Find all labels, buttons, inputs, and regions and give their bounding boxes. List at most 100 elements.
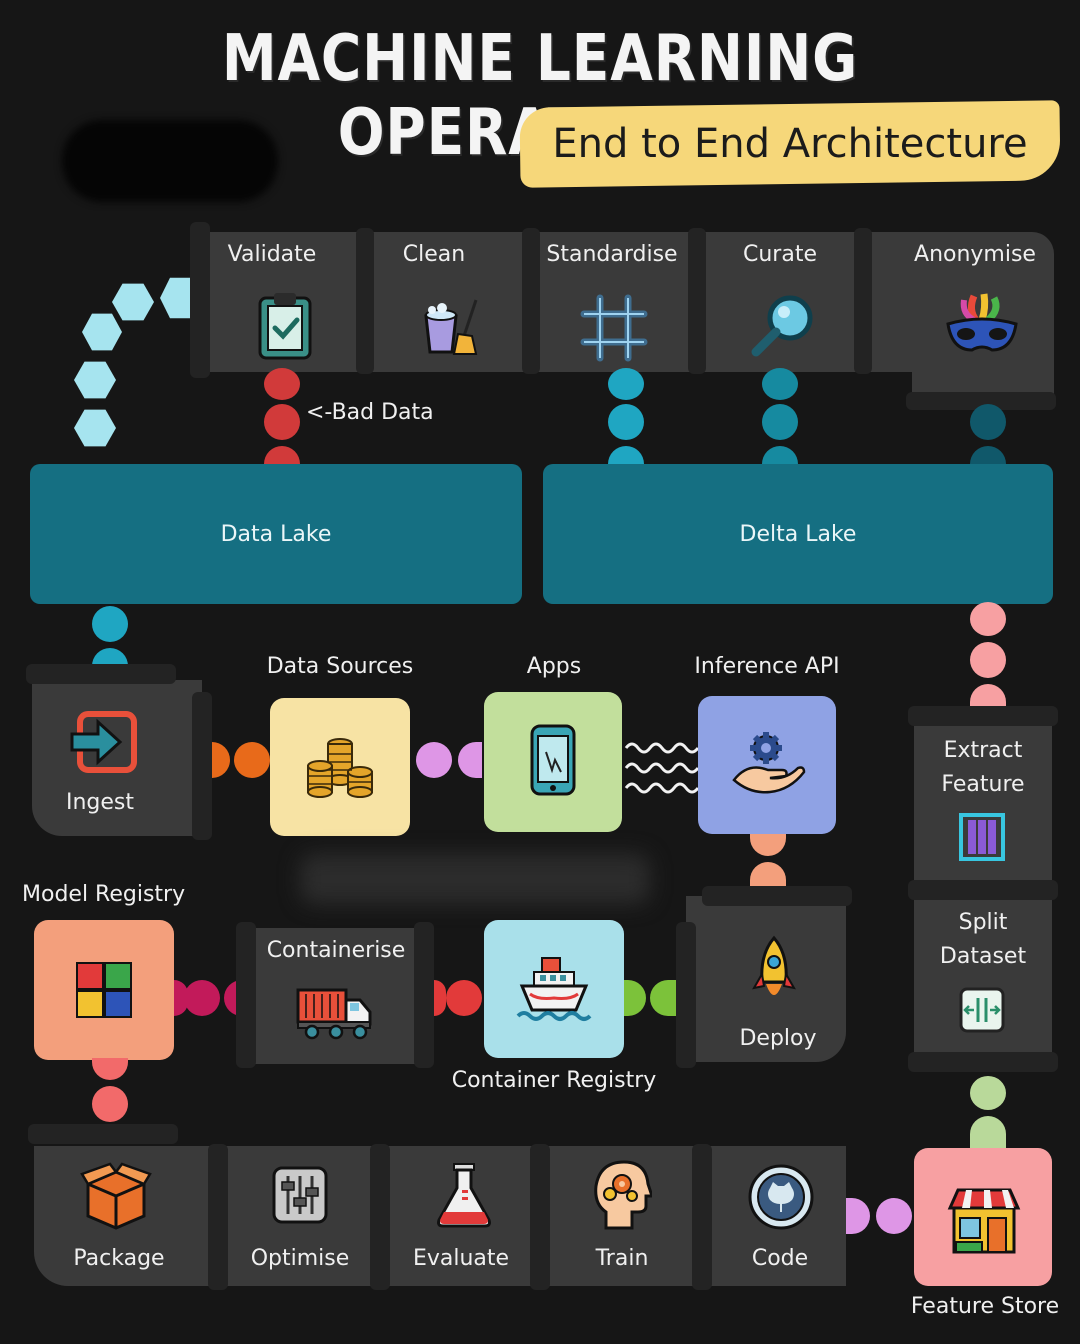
inference-api-label: Inference API [694, 654, 840, 679]
step-label-standardise: Standardise [546, 242, 678, 267]
split-arrows-icon [958, 986, 1006, 1034]
connector-dot [650, 980, 680, 1016]
hex-connector [74, 409, 116, 447]
extract-feature-label-2: Feature [941, 772, 1025, 797]
ingest-label: Ingest [65, 790, 135, 815]
connector-dot [92, 606, 128, 642]
connector-dot [416, 742, 452, 778]
connector-dot [212, 742, 230, 778]
track-separator [854, 228, 872, 374]
coins-icon [304, 732, 376, 802]
bad-data-label: <-Bad Data [306, 400, 434, 425]
split-dataset-label-1: Split [958, 910, 1008, 935]
color-blocks-icon [74, 960, 134, 1020]
connector-dot [234, 742, 270, 778]
bucket-mop-icon [420, 296, 482, 358]
connector-dot [750, 834, 786, 856]
track-separator [688, 228, 706, 374]
hex-connector [112, 283, 154, 321]
track-separator [702, 886, 852, 906]
track-separator [414, 922, 434, 1068]
connector-dot [608, 404, 644, 440]
track-separator [676, 922, 696, 1068]
page-subtitle: End to End Architecture [552, 121, 1028, 167]
step-label-curate: Curate [743, 242, 817, 267]
split-dataset-label-2: Dataset [939, 944, 1027, 969]
deploy-label: Deploy [739, 1026, 817, 1051]
track-separator [530, 1144, 550, 1290]
step-label-evaluate: Evaluate [412, 1246, 510, 1271]
container-truck-icon [296, 984, 372, 1040]
connector-dot [92, 648, 128, 668]
track-separator [908, 1052, 1058, 1072]
clipboard-check-icon [254, 290, 316, 362]
hand-gear-icon [730, 730, 806, 796]
connector-dot [264, 404, 300, 440]
connector-dot [750, 862, 786, 888]
container-registry-label: Container Registry [451, 1068, 657, 1093]
head-gears-icon [592, 1158, 652, 1232]
connector-dot [174, 980, 188, 1016]
track-separator [192, 692, 212, 840]
track-separator [908, 880, 1058, 900]
connector-dot [434, 980, 446, 1016]
data-sources-label: Data Sources [266, 654, 414, 679]
track-separator [906, 392, 1056, 410]
box-icon [80, 1162, 152, 1230]
track-separator [908, 706, 1058, 726]
connector-dot [876, 1198, 912, 1234]
rocket-icon [750, 934, 798, 1010]
ingest-block [32, 680, 202, 836]
step-label-train: Train [595, 1246, 649, 1271]
data-lake-label: Data Lake [220, 521, 332, 547]
track-separator [236, 922, 256, 1068]
track-separator [190, 222, 210, 378]
connector-dot [846, 1198, 870, 1234]
hex-connector [82, 313, 122, 351]
connector-dot [184, 980, 220, 1016]
step-label-optimise: Optimise [250, 1246, 350, 1271]
apps-label: Apps [526, 654, 582, 679]
step-label-clean: Clean [402, 242, 466, 267]
track-separator [356, 228, 374, 374]
redacted-area [300, 854, 650, 904]
connector-dot [458, 742, 482, 778]
extract-feature-label-1: Extract [943, 738, 1023, 763]
track-separator [692, 1144, 712, 1290]
feature-store-label: Feature Store [910, 1294, 1060, 1319]
connector-dot [762, 404, 798, 440]
connector-dot [608, 446, 644, 468]
flask-icon [434, 1160, 494, 1228]
connector-dot [970, 684, 1006, 708]
step-label-code: Code [751, 1246, 809, 1271]
storefront-icon [946, 1180, 1022, 1256]
cargo-ship-icon [516, 952, 592, 1028]
magnifier-icon [748, 290, 818, 360]
import-arrow-icon [70, 710, 138, 774]
connector-dot [970, 602, 1006, 636]
connector-dot [970, 446, 1006, 468]
connector-dot [970, 404, 1006, 440]
connector-dot [446, 980, 482, 1016]
track-separator [28, 1124, 178, 1144]
track-separator [208, 1144, 228, 1290]
github-icon [746, 1162, 816, 1232]
connector-dot [762, 368, 798, 400]
grid-hash-icon [578, 292, 650, 364]
data-lake: Data Lake [30, 464, 522, 604]
step-label-package: Package [73, 1246, 165, 1271]
model-registry-label: Model Registry [22, 882, 186, 907]
inference-api-card [698, 696, 836, 834]
delta-lake-label: Delta Lake [739, 521, 857, 547]
connector-dot [608, 368, 644, 400]
hex-connector [74, 361, 116, 399]
track-separator [26, 664, 176, 684]
connector-dot [624, 980, 646, 1016]
delta-lake: Delta Lake [543, 464, 1053, 604]
step-label-anonymise: Anonymise [914, 242, 1036, 267]
connector-dot [92, 1058, 128, 1080]
wavy-connector [624, 738, 700, 798]
connector-dot [92, 1086, 128, 1122]
track-separator [370, 1144, 390, 1290]
columns-icon [958, 812, 1006, 862]
